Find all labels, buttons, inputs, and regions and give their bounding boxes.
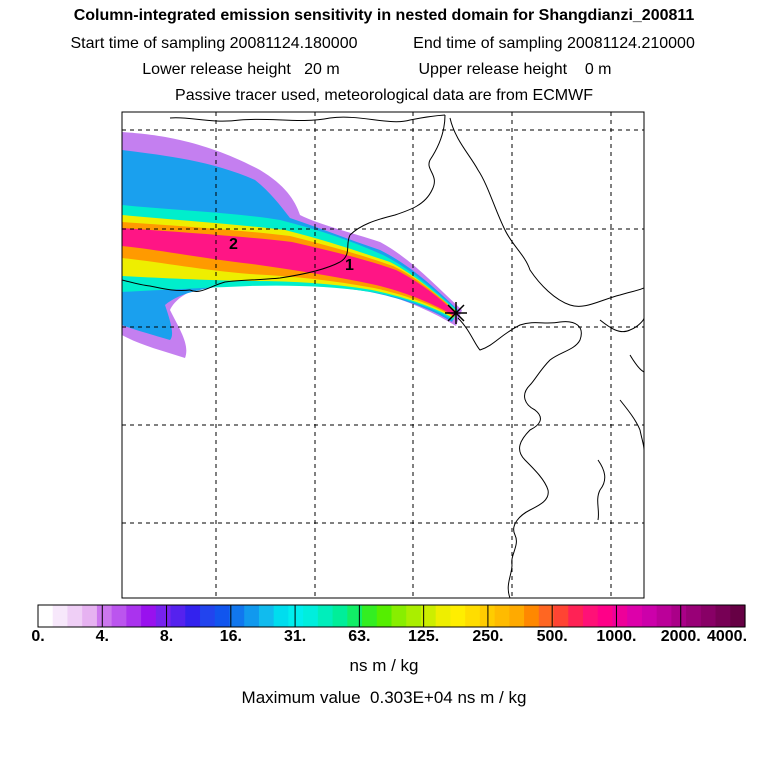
colorbar-tick-label: 500. bbox=[536, 628, 568, 645]
colorbar-swatch bbox=[200, 605, 216, 627]
colorbar-swatch bbox=[686, 605, 702, 627]
tracer-info-text: Passive tracer used, meteorological data… bbox=[175, 87, 593, 104]
colorbar-tick-label: 4000. bbox=[706, 628, 748, 645]
colorbar-swatch bbox=[82, 605, 98, 627]
colorbar-swatch bbox=[524, 605, 540, 627]
colorbar-swatch bbox=[155, 605, 172, 627]
colorbar-swatch bbox=[435, 605, 452, 627]
colorbar-swatch bbox=[347, 605, 363, 627]
grid-lines bbox=[122, 112, 644, 598]
day-marker-2: 2 bbox=[229, 236, 238, 253]
colorbar-swatch bbox=[494, 605, 510, 627]
colorbar-swatch bbox=[553, 605, 569, 627]
colorbar-swatch bbox=[612, 605, 628, 627]
colorbar-swatch bbox=[38, 605, 54, 627]
colorbar-swatch bbox=[715, 605, 731, 627]
map-frame bbox=[121, 111, 645, 599]
colorbar-swatch bbox=[332, 605, 348, 627]
colorbar bbox=[37, 604, 746, 628]
colorbar-swatch bbox=[96, 605, 113, 627]
colorbar-swatch bbox=[582, 605, 599, 627]
colorbar-swatch bbox=[538, 605, 555, 627]
colorbar-swatch bbox=[111, 605, 127, 627]
unit-label: ns m / kg bbox=[349, 656, 419, 675]
colorbar-swatch bbox=[185, 605, 201, 627]
colorbar-tick-label: 0. bbox=[31, 628, 45, 645]
colorbar-swatch bbox=[258, 605, 275, 627]
colorbar-swatch bbox=[126, 605, 142, 627]
colorbar-tick-label: 63. bbox=[348, 628, 371, 645]
colorbar-swatch bbox=[317, 605, 334, 627]
colorbar-swatch bbox=[170, 605, 186, 627]
colorbar-tick-label: 250. bbox=[472, 628, 504, 645]
plot-title: Column-integrated emission sensitivity i… bbox=[73, 7, 695, 24]
colorbar-swatch bbox=[641, 605, 658, 627]
colorbar-swatch bbox=[465, 605, 481, 627]
colorbar-swatch bbox=[303, 605, 319, 627]
colorbar-tick-label: 31. bbox=[283, 628, 307, 645]
colorbar-swatch bbox=[376, 605, 393, 627]
colorbar-tick-label: 2000. bbox=[660, 628, 701, 645]
colorbar-swatch bbox=[273, 605, 289, 627]
colorbar-swatch bbox=[229, 605, 245, 627]
colorbar-swatch bbox=[52, 605, 69, 627]
lower-release-text: Lower release height 20 m bbox=[142, 61, 340, 78]
colorbar-swatch bbox=[450, 605, 466, 627]
colorbar-swatch bbox=[406, 605, 422, 627]
colorbar-tick-label: 1000. bbox=[596, 628, 637, 645]
day-marker-1: 1 bbox=[345, 257, 354, 274]
colorbar-swatch bbox=[141, 605, 157, 627]
max-value-text: Maximum value 0.303E+04 ns m / kg bbox=[241, 688, 527, 707]
colorbar-swatch bbox=[700, 605, 717, 627]
colorbar-tick-label: 125. bbox=[408, 628, 440, 645]
coastlines bbox=[122, 114, 644, 598]
colorbar-tick-label: 16. bbox=[219, 628, 242, 645]
colorbar-swatch bbox=[244, 605, 260, 627]
colorbar-tick-label: 4. bbox=[95, 628, 109, 645]
colorbar-swatch bbox=[214, 605, 231, 627]
release-location-marker bbox=[445, 302, 467, 324]
colorbar-swatch bbox=[67, 605, 83, 627]
colorbar-swatch bbox=[420, 605, 437, 627]
colorbar-swatch bbox=[568, 605, 584, 627]
sampling-end-text: End time of sampling 20081124.210000 bbox=[413, 35, 695, 52]
colorbar-swatch bbox=[671, 605, 687, 627]
upper-release-text: Upper release height 0 m bbox=[418, 61, 612, 78]
colorbar-swatch bbox=[288, 605, 304, 627]
colorbar-border bbox=[37, 604, 746, 628]
sampling-start-text: Start time of sampling 20081124.180000 bbox=[70, 35, 358, 52]
colorbar-swatch bbox=[509, 605, 525, 627]
colorbar-swatch bbox=[362, 605, 378, 627]
colorbar-swatch bbox=[656, 605, 672, 627]
colorbar-swatch bbox=[391, 605, 407, 627]
colorbar-swatch bbox=[597, 605, 614, 627]
colorbar-swatch bbox=[627, 605, 643, 627]
plume-magenta bbox=[122, 228, 456, 316]
colorbar-tick-label: 8. bbox=[159, 628, 174, 645]
colorbar-swatch bbox=[730, 605, 746, 627]
